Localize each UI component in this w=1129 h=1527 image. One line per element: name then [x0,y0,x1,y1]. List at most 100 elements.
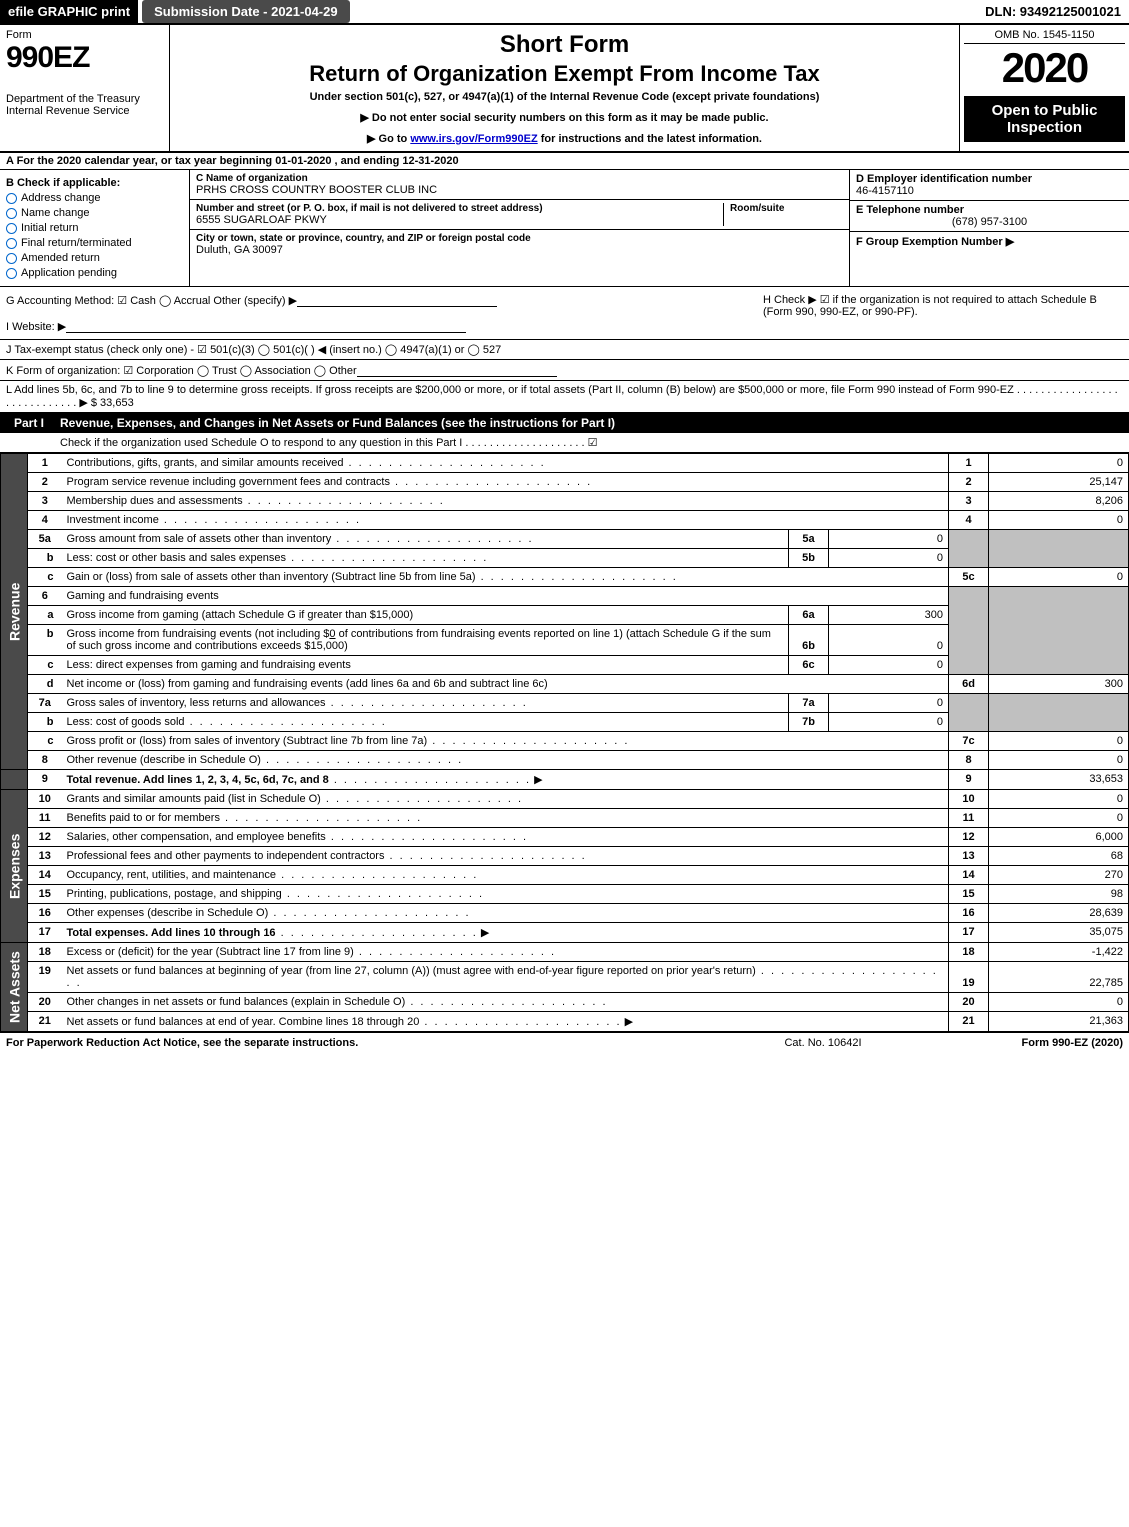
desc-text: Printing, publications, postage, and shi… [67,888,282,900]
city-value: Duluth, GA 30097 [196,244,843,256]
line-value: 0 [989,809,1129,828]
chk-final-return[interactable]: Final return/terminated [6,237,183,249]
line-desc: Other revenue (describe in Schedule O) [62,751,949,770]
chk-amended-return[interactable]: Amended return [6,252,183,264]
i-text: I Website: ▶ [6,321,66,333]
desc-text: Gross amount from sale of assets other t… [67,533,332,545]
header-left: Form 990EZ Department of the Treasury In… [0,25,170,151]
circle-icon [6,208,17,219]
line-desc: Gross amount from sale of assets other t… [62,530,789,549]
ref-num: 21 [949,1012,989,1032]
line-num: 19 [28,962,62,993]
dots-icon [419,1016,621,1028]
line-desc: Printing, publications, postage, and shi… [62,885,949,904]
line-num: 9 [28,770,62,790]
dots-icon [276,927,478,939]
tax-year: 2020 [964,44,1125,92]
inner-num: 6b [789,625,829,656]
note-ssn: ▶ Do not enter social security numbers o… [180,111,949,124]
circle-icon [6,238,17,249]
desc-text: Occupancy, rent, utilities, and maintena… [67,869,277,881]
line-value: 68 [989,847,1129,866]
line-desc: Occupancy, rent, utilities, and maintena… [62,866,949,885]
desc-text: Excess or (deficit) for the year (Subtra… [67,946,354,958]
chk-label: Final return/terminated [21,237,132,249]
line-value: 0 [989,790,1129,809]
irs-link[interactable]: www.irs.gov/Form990EZ [410,133,537,145]
chk-address-change[interactable]: Address change [6,192,183,204]
ref-num: 1 [949,454,989,473]
ref-num: 10 [949,790,989,809]
circle-icon [6,253,17,264]
line-value: 300 [989,675,1129,694]
ref-num: 4 [949,511,989,530]
desc-text: Gross income from fundraising events (no… [67,628,330,640]
desc-text: Less: cost or other basis and sales expe… [67,552,287,564]
line-desc: Benefits paid to or for members [62,809,949,828]
chk-initial-return[interactable]: Initial return [6,222,183,234]
row-h: H Check ▶ ☑ if the organization is not r… [763,293,1123,333]
line-value: 21,363 [989,1012,1129,1032]
dept-label: Department of the Treasury [6,93,163,105]
website-input[interactable] [66,319,466,333]
desc-text: Professional fees and other payments to … [67,850,385,862]
chk-name-change[interactable]: Name change [6,207,183,219]
chk-label: Application pending [21,267,117,279]
other-specify-input[interactable] [297,293,497,307]
line-desc: Other expenses (describe in Schedule O) [62,904,949,923]
desc-text: Net assets or fund balances at end of ye… [67,1016,420,1028]
side-label-expenses: Expenses [1,790,28,943]
part-1-check-line: Check if the organization used Schedule … [0,433,1129,453]
efile-print-button[interactable]: efile GRAPHIC print [0,0,138,23]
line-desc: Less: direct expenses from gaming and fu… [62,656,789,675]
chk-application-pending[interactable]: Application pending [6,267,183,279]
circle-icon [6,223,17,234]
line-value: 35,075 [989,923,1129,943]
line-value: 0 [989,511,1129,530]
desc-text: Net assets or fund balances at beginning… [67,965,756,977]
line-value: 0 [989,993,1129,1012]
cell-ein: D Employer identification number 46-4157… [850,170,1129,201]
ref-num: 18 [949,943,989,962]
line-num: 4 [28,511,62,530]
row-g-left: G Accounting Method: ☑ Cash ◯ Accrual Ot… [6,293,763,333]
cell-address: Number and street (or P. O. box, if mail… [190,200,849,230]
line-num: 5a [28,530,62,549]
line-num: c [28,732,62,751]
cell-phone: E Telephone number (678) 957-3100 [850,201,1129,232]
inner-num: 6c [789,656,829,675]
dots-icon [321,793,523,805]
desc-text: Membership dues and assessments [67,495,243,507]
line-num: 12 [28,828,62,847]
cell-city: City or town, state or province, country… [190,230,849,259]
dots-icon [276,869,478,881]
other-org-input[interactable] [357,363,557,377]
dots-icon [286,552,488,564]
ref-num: 9 [949,770,989,790]
part-1-header: Part I Revenue, Expenses, and Changes in… [0,413,1129,433]
footer-right: Form 990-EZ (2020) [923,1037,1123,1049]
desc-text: Program service revenue including govern… [67,476,390,488]
org-name-label: C Name of organization [196,173,843,184]
irs-label: Internal Revenue Service [6,105,163,117]
line-num: 13 [28,847,62,866]
inner-value: 0 [829,549,949,568]
inner-value: 0 [829,713,949,732]
line-desc: Total revenue. Add lines 1, 2, 3, 4, 5c,… [62,770,949,790]
ref-num: 3 [949,492,989,511]
note-goto: ▶ Go to www.irs.gov/Form990EZ for instru… [180,132,949,145]
dots-icon [405,996,607,1008]
grey-cell [989,587,1129,675]
dots-icon [220,812,422,824]
ref-num: 14 [949,866,989,885]
line-num: c [28,656,62,675]
dln-label: DLN: 93492125001021 [977,0,1129,23]
line-num: 21 [28,1012,62,1032]
line-value: 28,639 [989,904,1129,923]
line-num: 11 [28,809,62,828]
line-desc: Net assets or fund balances at beginning… [62,962,949,993]
desc-text: Total revenue. Add lines 1, 2, 3, 4, 5c,… [67,774,329,786]
line-num: 8 [28,751,62,770]
address-value: 6555 SUGARLOAF PKWY [196,214,723,226]
dots-icon [185,716,387,728]
